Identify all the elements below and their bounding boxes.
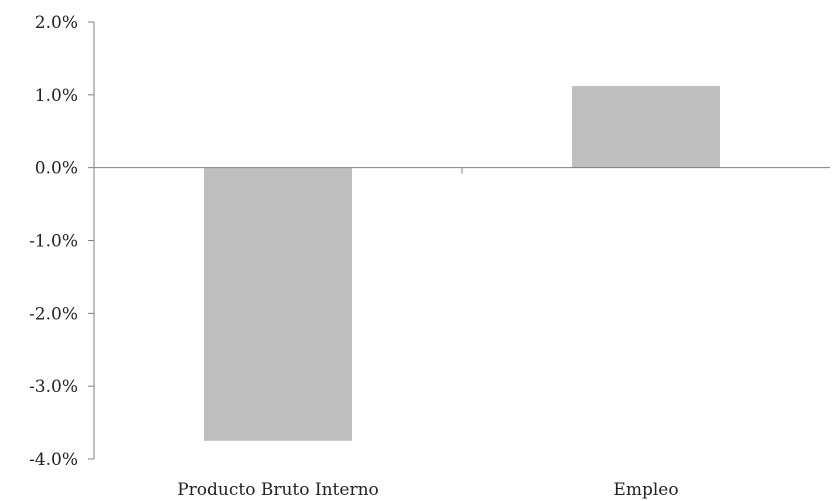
category-label: Empleo bbox=[613, 480, 678, 500]
bar-1 bbox=[572, 86, 720, 168]
category-label: Producto Bruto Interno bbox=[177, 480, 379, 500]
y-tick-label: 2.0% bbox=[35, 13, 78, 33]
y-tick-label: -1.0% bbox=[29, 232, 78, 252]
y-tick-label: -4.0% bbox=[29, 450, 78, 470]
y-tick-label: -3.0% bbox=[29, 377, 78, 397]
bar-0 bbox=[204, 167, 352, 441]
y-tick-label: 1.0% bbox=[35, 86, 78, 106]
y-tick-label: -2.0% bbox=[29, 304, 78, 324]
y-tick-label: 0.0% bbox=[35, 159, 78, 179]
